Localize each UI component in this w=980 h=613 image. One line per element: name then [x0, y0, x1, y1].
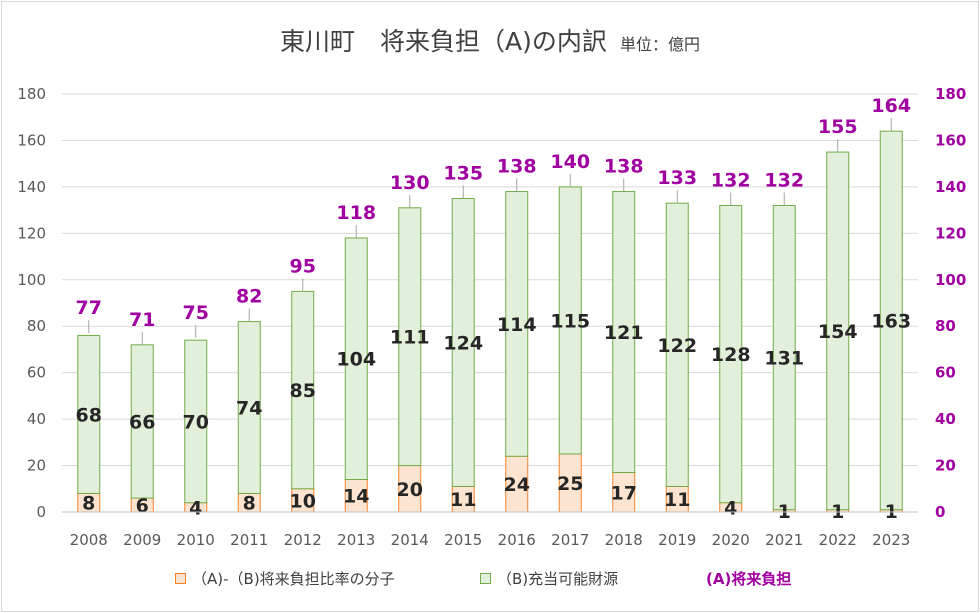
y2-tick-label: 40 — [935, 410, 956, 428]
data-label-resources: 74 — [236, 398, 262, 420]
data-label-resources: 70 — [183, 411, 209, 433]
data-label-total: 135 — [443, 163, 483, 185]
data-label-numerator: 11 — [450, 489, 476, 511]
data-label-total: 75 — [183, 302, 209, 324]
legend-item-total: (A)将来負担 — [706, 568, 791, 589]
y2-tick-label: 0 — [935, 503, 945, 521]
data-label-total: 140 — [550, 151, 590, 173]
data-label-numerator: 14 — [343, 486, 369, 508]
y-tick-label: 20 — [27, 457, 46, 475]
x-tick-label: 2020 — [712, 531, 750, 549]
data-label-total: 132 — [764, 169, 804, 191]
data-label-total: 138 — [604, 156, 644, 178]
y2-tick-label: 120 — [935, 224, 966, 242]
data-label-resources: 68 — [76, 404, 102, 426]
y-tick-label: 0 — [36, 503, 46, 521]
chart-title: 東川町 将来負担（A)の内訳 — [280, 27, 607, 56]
y2-tick-label: 80 — [935, 317, 956, 335]
x-tick-label: 2022 — [819, 531, 857, 549]
legend-item-resources: （B)充当可能財源 — [480, 568, 618, 589]
x-tick-label: 2010 — [177, 531, 215, 549]
data-label-numerator: 17 — [611, 482, 637, 504]
data-label-resources: 122 — [657, 335, 697, 357]
x-tick-label: 2016 — [498, 531, 536, 549]
x-tick-label: 2014 — [391, 531, 429, 549]
bar-segment-resources — [184, 339, 208, 504]
data-label-total: 133 — [657, 167, 697, 189]
x-tick-label: 2008 — [70, 531, 108, 549]
data-label-resources: 85 — [290, 380, 316, 402]
data-label-numerator: 11 — [664, 489, 690, 511]
chart-title-row: 東川町 将来負担（A)の内訳 単位：億円 — [0, 22, 980, 58]
data-label-numerator: 24 — [504, 474, 530, 496]
y2-tick-label: 180 — [935, 85, 966, 103]
data-label-resources: 114 — [497, 314, 537, 336]
x-tick-label: 2015 — [444, 531, 482, 549]
data-label-resources: 128 — [711, 344, 751, 366]
x-tick-label: 2021 — [765, 531, 803, 549]
data-label-numerator: 8 — [82, 493, 95, 515]
data-label-total: 164 — [871, 95, 911, 117]
data-label-total: 95 — [290, 255, 316, 277]
data-label-numerator: 8 — [243, 493, 256, 515]
x-tick-label: 2013 — [337, 531, 375, 549]
y-tick-label: 180 — [17, 85, 46, 103]
x-tick-label: 2023 — [872, 531, 910, 549]
data-label-total: 138 — [497, 156, 537, 178]
y-tick-label: 120 — [17, 224, 46, 242]
data-label-numerator: 20 — [397, 479, 423, 501]
data-label-total: 82 — [236, 286, 262, 308]
legend-swatch-numerator — [175, 573, 186, 584]
legend-swatch-resources — [480, 573, 491, 584]
y2-tick-label: 160 — [935, 131, 966, 149]
legend: （A)-（B)将来負担比率の分子 （B)充当可能財源 (A)将来負担 — [0, 568, 980, 592]
legend-item-numerator: （A)-（B)将来負担比率の分子 — [175, 568, 395, 589]
data-label-resources: 111 — [390, 327, 430, 349]
data-label-total: 155 — [818, 116, 858, 138]
data-label-resources: 163 — [871, 310, 911, 332]
y-tick-label: 40 — [27, 410, 46, 428]
y2-tick-label: 60 — [935, 364, 956, 382]
data-label-resources: 104 — [336, 349, 376, 371]
x-tick-label: 2011 — [230, 531, 268, 549]
legend-label-total: (A)将来負担 — [706, 570, 792, 588]
x-tick-label: 2017 — [551, 531, 589, 549]
y2-tick-label: 20 — [935, 457, 956, 475]
legend-label-numerator: （A)-（B)将来負担比率の分子 — [192, 570, 395, 588]
data-label-total: 130 — [390, 172, 430, 194]
data-label-resources: 66 — [129, 411, 155, 433]
y-tick-label: 140 — [17, 178, 46, 196]
y2-tick-label: 140 — [935, 178, 966, 196]
data-label-total: 118 — [336, 202, 376, 224]
bar-segment-resources — [77, 335, 101, 494]
y2-tick-label: 100 — [935, 271, 966, 289]
data-label-resources: 154 — [818, 321, 858, 343]
data-label-numerator: 25 — [557, 473, 583, 495]
data-label-numerator: 4 — [189, 497, 202, 519]
x-tick-label: 2009 — [123, 531, 161, 549]
unit-label: 単位：億円 — [619, 35, 700, 54]
y-tick-label: 100 — [17, 271, 46, 289]
data-label-numerator: 4 — [724, 497, 737, 519]
data-label-resources: 131 — [764, 348, 804, 370]
data-label-total: 132 — [711, 169, 751, 191]
data-label-resources: 121 — [604, 322, 644, 344]
data-label-total: 77 — [76, 297, 102, 319]
x-tick-label: 2019 — [658, 531, 696, 549]
x-tick-label: 2012 — [284, 531, 322, 549]
data-label-numerator: 10 — [290, 490, 316, 512]
legend-label-resources: （B)充当可能財源 — [497, 570, 619, 588]
data-label-resources: 115 — [550, 310, 590, 332]
y-tick-label: 60 — [27, 364, 46, 382]
data-label-resources: 124 — [443, 332, 483, 354]
y-tick-label: 160 — [17, 131, 46, 149]
data-label-numerator: 6 — [136, 495, 149, 517]
data-label-total: 71 — [129, 309, 155, 331]
x-tick-label: 2018 — [605, 531, 643, 549]
y-tick-label: 80 — [27, 317, 46, 335]
